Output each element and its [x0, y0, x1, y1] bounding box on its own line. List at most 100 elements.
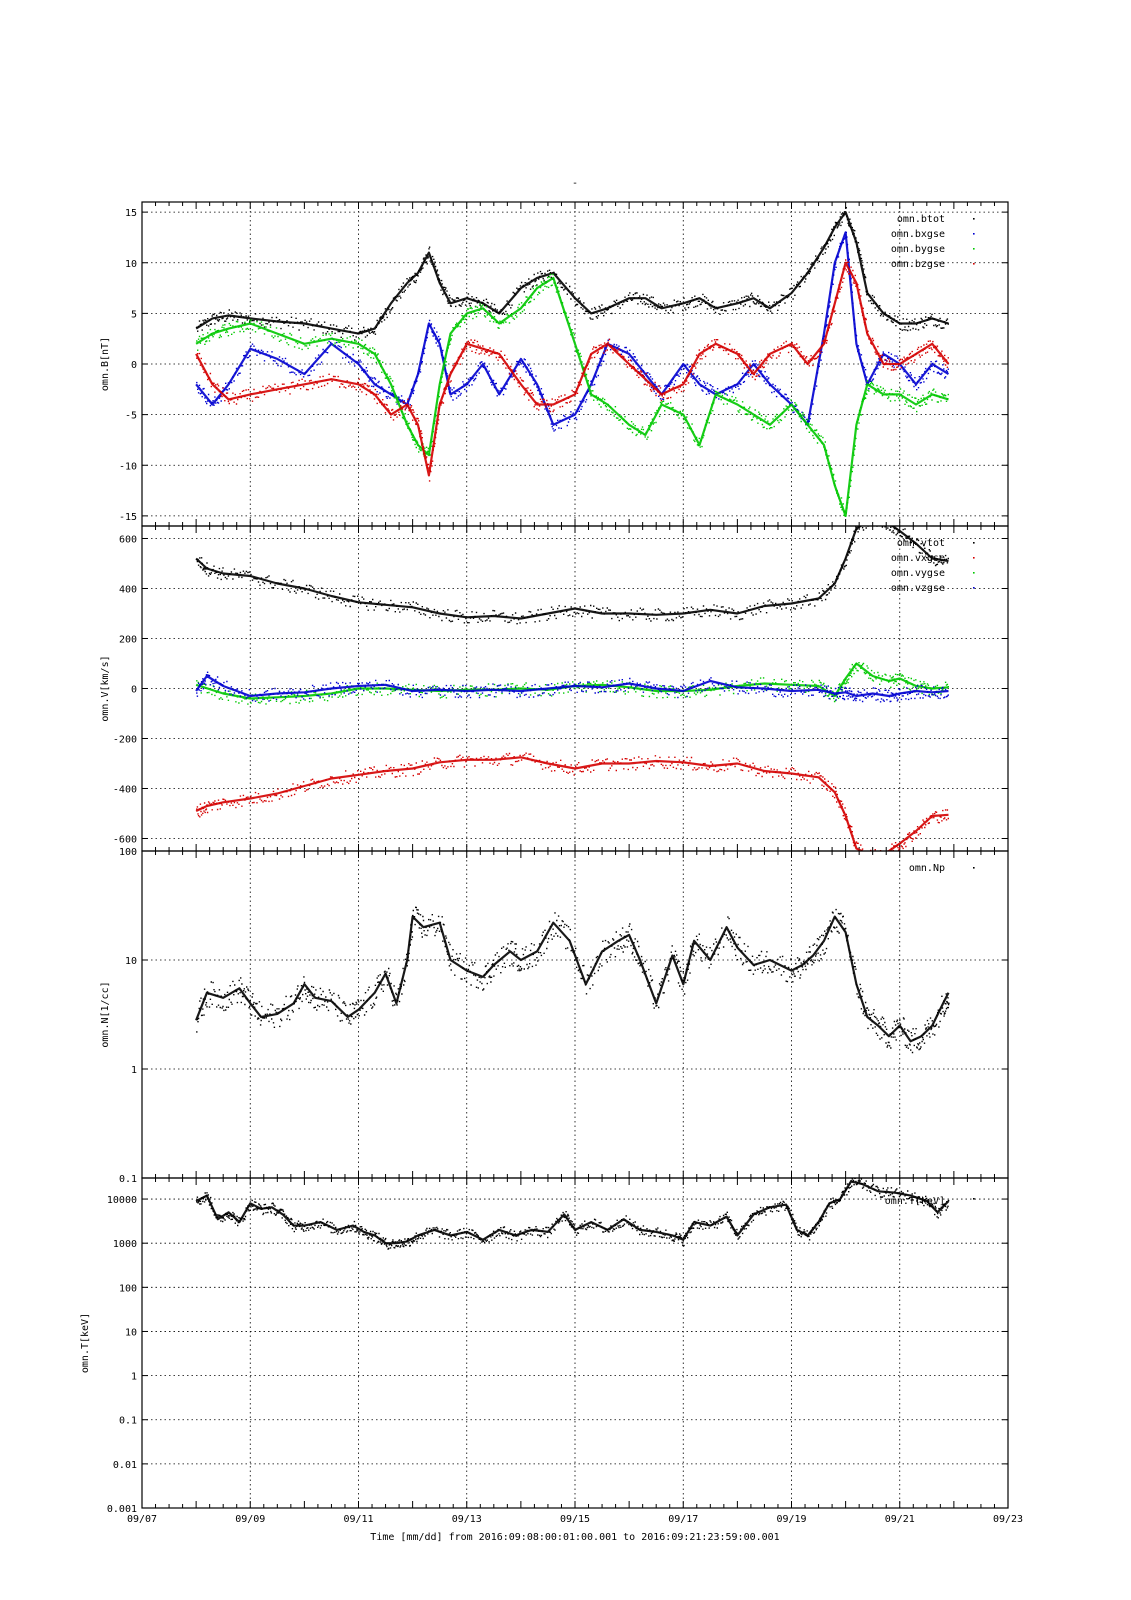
legend-marker	[973, 557, 975, 559]
legend-marker	[973, 1198, 975, 1200]
series-points	[196, 906, 950, 1054]
y-tick-label: 10000	[107, 1195, 137, 1206]
y-tick-label: 10	[125, 1327, 137, 1338]
legend-label: omn.vzgse	[891, 583, 945, 594]
legend-marker	[973, 587, 975, 589]
x-tick-label: 09/17	[668, 1514, 698, 1525]
panel-frame	[141, 1177, 1009, 1509]
legend-label: omn.bxgse	[891, 229, 945, 240]
panel-v-velocity: 600 400 200 0 -200 -400 -600 omn.V[km/s] omn.vto…	[100, 525, 1009, 852]
series-omn-t-kev-	[195, 1178, 950, 1250]
data-layer	[195, 1178, 950, 1250]
y-tick-label: 1	[131, 1065, 137, 1076]
legend: omn.T[keV]	[885, 1196, 975, 1207]
series-points	[196, 662, 950, 705]
series-omn-bxgse	[195, 231, 950, 432]
series-trace	[195, 674, 949, 698]
series-omn-vtot	[195, 526, 949, 625]
y-tick-label: 10	[125, 956, 137, 967]
series-trace	[195, 276, 949, 517]
x-tick-label: 09/13	[452, 1514, 482, 1525]
y-tick-label: -5	[125, 411, 137, 422]
series-points	[196, 1178, 950, 1250]
x-tick-label: 09/23	[993, 1514, 1023, 1525]
legend-marker	[973, 572, 975, 574]
y-tick-label: 0.001	[107, 1504, 137, 1515]
legend-label: omn.btot	[897, 214, 945, 225]
legend-marker	[973, 218, 975, 220]
y-tick-label: -10	[119, 461, 137, 472]
x-tick-label: 09/15	[560, 1514, 590, 1525]
legend: omn.Np	[909, 863, 975, 874]
legend-label: omn.bzgse	[891, 259, 945, 270]
y-tick-label: 0.1	[119, 1174, 137, 1185]
series-omn-bygse	[195, 273, 950, 517]
legend-label: omn.vygse	[891, 568, 945, 579]
y-tick-label: -600	[113, 835, 137, 846]
legend-label: omn.T[keV]	[885, 1196, 945, 1207]
x-tick-label: 09/21	[885, 1514, 915, 1525]
legend-label: omn.Np	[909, 863, 945, 874]
series-trace	[195, 756, 949, 851]
y-tick-label: 0.01	[113, 1460, 137, 1471]
data-layer	[195, 526, 950, 851]
series-trace	[195, 1180, 950, 1245]
x-tick-label: 09/19	[776, 1514, 806, 1525]
figure-title-mark: -	[572, 178, 578, 189]
series-trace	[195, 526, 949, 620]
panel-n-density: 100 10 1 0.1 omn.N[1/cc] omn.Np	[100, 847, 1009, 1185]
series-trace	[195, 662, 949, 700]
y-tick-label: 0	[131, 360, 137, 371]
series-omn-bzgse	[195, 259, 950, 482]
panel-t-temperature: 10000 1000 100 10 1 0.1 0.01 0.001 omn.T[keV] omn…	[80, 1177, 1009, 1515]
data-layer	[195, 206, 950, 517]
legend-marker	[973, 867, 975, 869]
x-tick-label: 09/09	[235, 1514, 265, 1525]
series-omn-vzgse	[195, 671, 950, 703]
y-axis-label: omn.V[km/s]	[100, 655, 111, 721]
legend: omn.btot omn.bxgse omn.bygse omn.bzgse	[891, 214, 975, 270]
legend-marker	[973, 248, 975, 250]
series-omn-btot	[195, 206, 950, 341]
series-trace	[195, 211, 949, 335]
series-omn-vygse	[195, 662, 950, 705]
legend-marker	[973, 263, 975, 265]
legend-marker	[973, 233, 975, 235]
y-axis-label: omn.B[nT]	[100, 337, 111, 391]
x-axis-label: Time [mm/dd] from 2016:09:08:00:01:00.00…	[370, 1532, 779, 1543]
panel-b-field: 15 10 5 0 -5 -10 -15 omn.B[nT] omn.btot omn.bxgse…	[100, 201, 1009, 527]
y-tick-label: 100	[119, 1283, 137, 1294]
legend-label: omn.vtot	[897, 538, 945, 549]
legend: omn.vtot omn.vxgse omn.vygse omn.vzgse	[891, 538, 975, 594]
series-points	[196, 752, 949, 851]
x-tick-label: 09/07	[127, 1514, 157, 1525]
y-tick-label: 0.1	[119, 1416, 137, 1427]
y-axis-label: omn.T[keV]	[80, 1313, 91, 1373]
legend-label: omn.bygse	[891, 244, 945, 255]
y-tick-label: -400	[113, 785, 137, 796]
x-tick-label: 09/11	[343, 1514, 373, 1525]
series-omn-np	[195, 906, 950, 1054]
legend-marker	[973, 542, 975, 544]
y-tick-label: 600	[119, 535, 137, 546]
y-tick-label: 15	[125, 208, 137, 219]
y-tick-label: 10	[125, 259, 137, 270]
y-tick-label: 5	[131, 309, 137, 320]
data-layer	[195, 906, 950, 1054]
y-tick-label: 100	[119, 847, 137, 858]
y-tick-label: 200	[119, 635, 137, 646]
y-tick-label: -15	[119, 512, 137, 523]
series-omn-vxgse	[195, 752, 949, 851]
y-axis-label: omn.N[1/cc]	[100, 981, 111, 1047]
y-tick-label: 0	[131, 685, 137, 696]
series-trace	[195, 261, 950, 477]
y-tick-label: -200	[113, 735, 137, 746]
y-tick-label: 1	[131, 1372, 137, 1383]
series-trace	[195, 915, 950, 1043]
x-axis-ticks: 09/07 09/09 09/11 09/13 09/15 09/17 09/19 09/21…	[127, 1514, 1023, 1525]
series-points	[196, 526, 949, 625]
y-tick-label: 400	[119, 585, 137, 596]
legend-label: omn.vxgse	[891, 553, 945, 564]
y-tick-label: 1000	[113, 1239, 137, 1250]
